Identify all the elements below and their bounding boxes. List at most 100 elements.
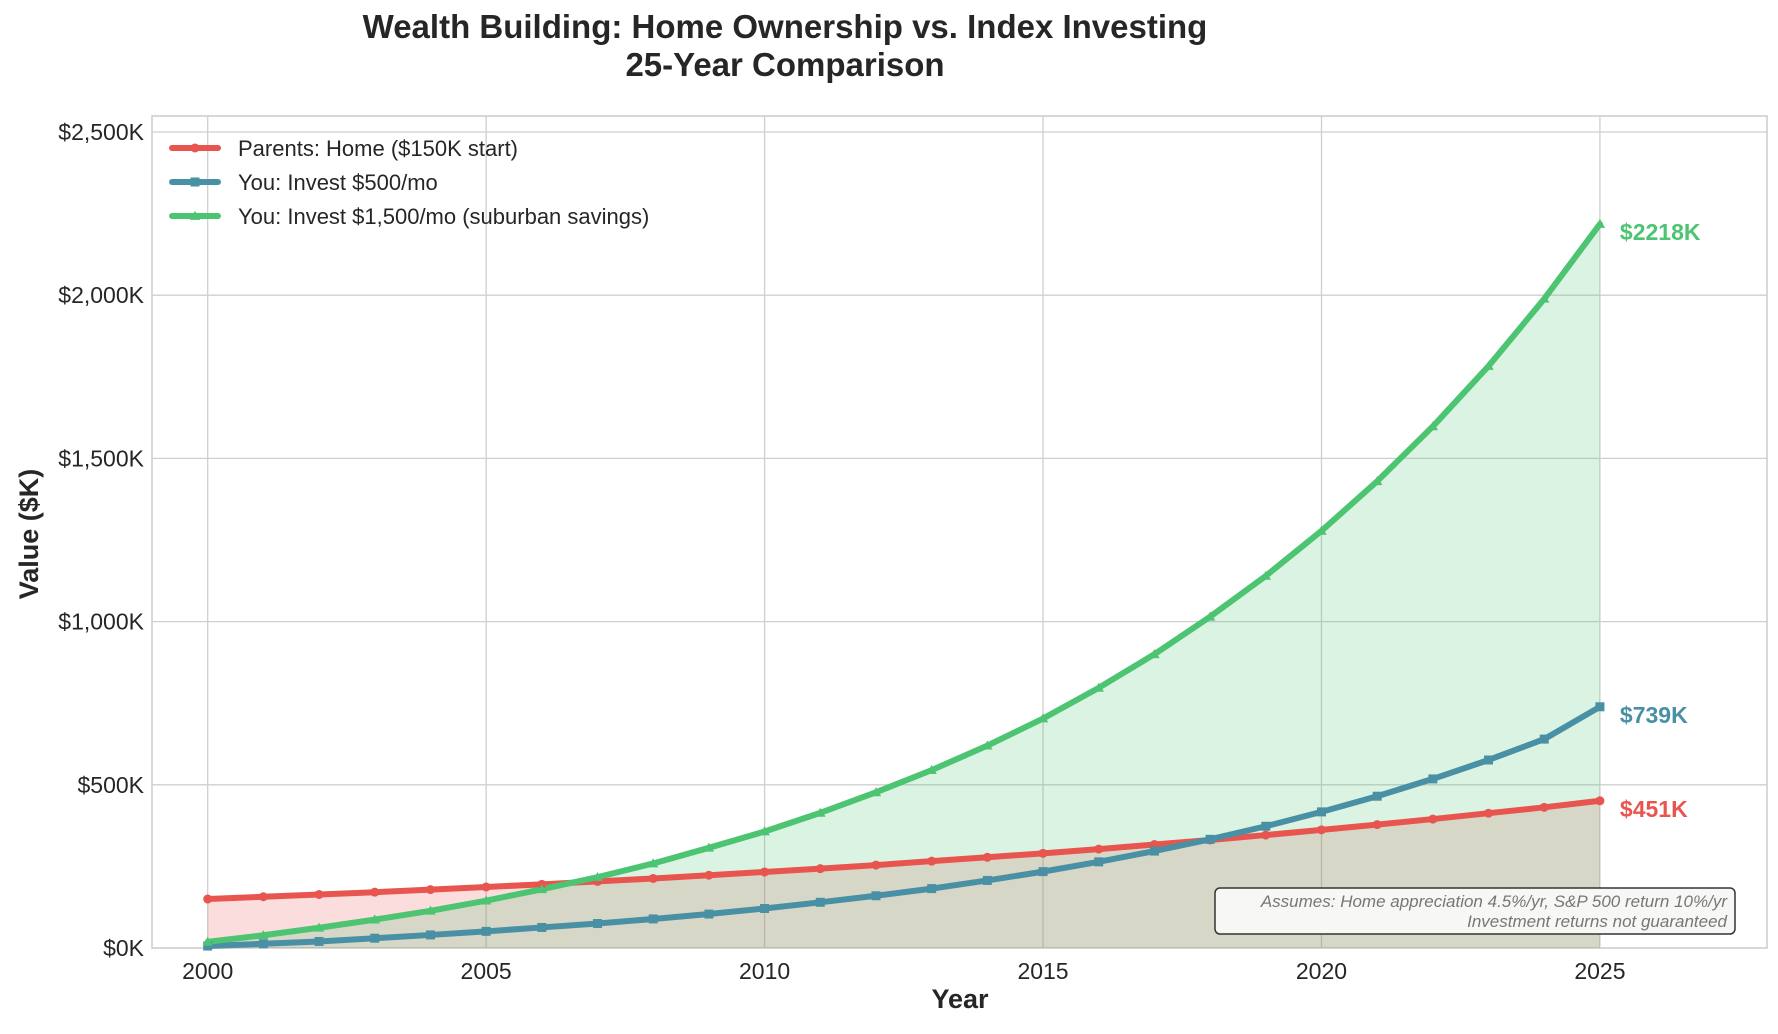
data-point [425,905,436,915]
series-lines [204,221,1603,950]
data-point [760,867,770,877]
data-point [871,891,881,901]
legend-item: You: Invest $1,500/mo (suburban savings) [169,204,649,229]
x-axis-label: Year [931,984,989,1014]
data-point [1484,808,1494,818]
data-point [1595,796,1605,806]
x-tick-label: 2010 [739,958,790,984]
x-tick-label: 2020 [1296,958,1347,984]
data-point [370,933,380,943]
assumptions-line-1: Assumes: Home appreciation 4.5%/yr, S&P … [1260,892,1728,911]
data-point [203,941,213,951]
legend-label: You: Invest $1,500/mo (suburban savings) [238,204,649,229]
data-point [871,860,881,870]
y-tick-label: $1,000K [58,609,144,635]
x-tick-label: 2015 [1017,958,1068,984]
data-point [1038,848,1048,858]
data-point [1261,821,1271,831]
data-point [982,740,993,750]
data-point [1038,867,1048,877]
data-point [648,914,658,924]
data-point [703,842,715,852]
data-point [1094,844,1104,854]
assumptions-box [1214,887,1736,935]
data-point [1595,702,1605,712]
data-point [1539,734,1549,744]
y-tick-label: $1,500K [58,445,144,471]
series-line [204,221,1603,945]
data-point [258,939,268,949]
legend-marker [190,143,200,153]
data-point [592,871,603,882]
series-markers [202,218,1606,951]
series-line [204,797,1603,903]
data-point [926,764,937,774]
data-point [1260,570,1271,580]
chart-subtitle: 25-Year Comparison [625,46,944,83]
data-point [982,852,992,862]
data-point [1149,649,1160,659]
data-point [648,873,658,883]
area-fill [207,224,1600,949]
data-point [1094,857,1104,867]
data-point [1316,807,1326,817]
data-point [481,926,491,936]
y-tick-label: $2,000K [58,282,144,308]
legend-item: You: Invest $500/mo [169,170,438,195]
series-line [204,703,1603,950]
data-point [1539,802,1549,812]
data-point [1371,476,1383,486]
legend-item: Parents: Home ($150K start) [169,136,518,161]
data-point [1204,611,1216,621]
data-point [536,884,548,894]
data-point [1428,774,1438,784]
legend-marker [190,177,200,187]
data-point [815,807,826,817]
y-tick-label: $500K [77,772,144,798]
legend-marker [189,210,201,220]
data-point [369,914,380,924]
end-value-label: $739K [1620,702,1688,728]
data-point [759,826,770,836]
data-point [425,930,435,940]
end-value-label: $2218K [1620,219,1701,245]
gridlines [152,116,1767,949]
data-point [1372,791,1382,801]
data-point [1316,825,1326,835]
data-point [425,885,435,895]
end-labels: $451K $739K $2218K [1620,219,1701,822]
legend-label: You: Invest $500/mo [238,170,438,195]
data-point [648,858,659,868]
data-point [258,892,268,902]
data-point [202,936,213,946]
data-point [1205,834,1215,844]
y-tick-label: $0K [103,935,145,961]
axis-ticks: 2000 2005 2010 2015 2020 2025 $0K $500K $1,000K $… [58,119,1625,984]
data-point [537,922,547,932]
y-tick-label: $2,500K [58,119,144,145]
chart-title: Wealth Building: Home Ownership vs. Inde… [363,8,1208,45]
data-point [314,889,324,899]
assumptions-line-2: Investment returns not guaranteed [1467,912,1727,931]
data-point [704,870,714,880]
data-point [870,787,882,797]
data-point [258,930,269,940]
data-point [815,864,825,874]
legend-label: Parents: Home ($150K start) [238,136,518,161]
legend: Parents: Home ($150K start) You: Invest $… [169,136,649,229]
x-tick-label: 2025 [1574,958,1625,984]
data-point [1539,293,1550,303]
data-point [1149,846,1159,856]
data-point [927,856,937,866]
data-point [314,936,324,946]
data-point [1037,713,1049,723]
data-point [815,897,825,907]
end-value-label: $451K [1620,796,1688,822]
data-point [313,922,325,932]
data-point [370,887,380,897]
data-point [1372,820,1382,830]
data-point [1483,360,1494,370]
data-point [1093,682,1104,692]
data-point [593,919,603,929]
